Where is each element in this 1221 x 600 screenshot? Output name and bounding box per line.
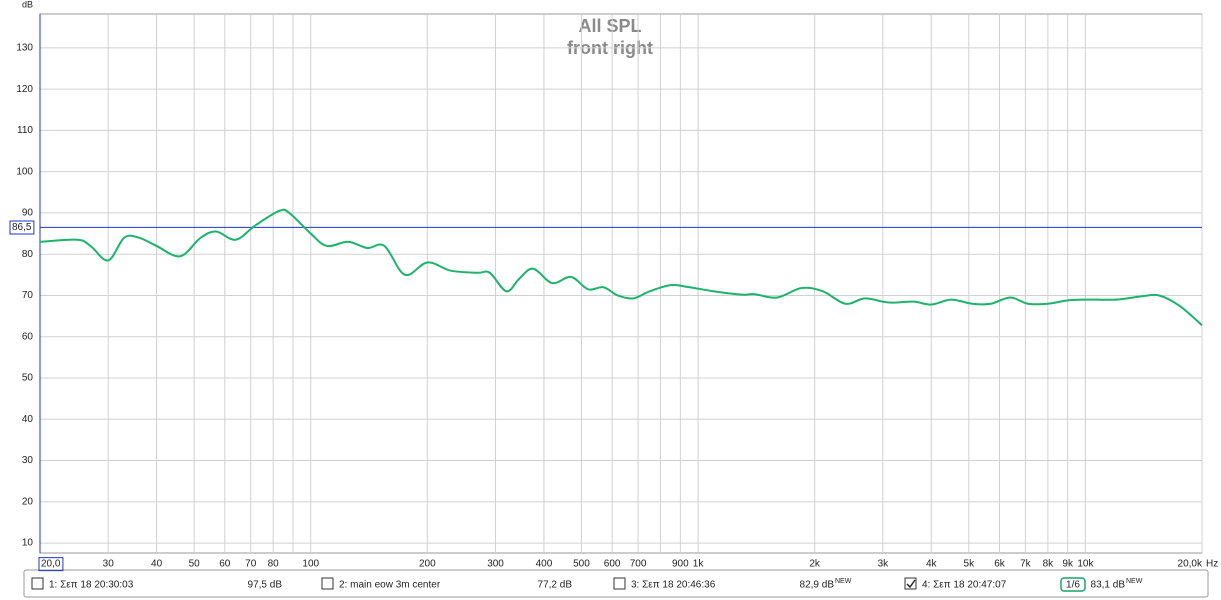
x-tick-label: 700 — [630, 559, 647, 570]
y-tick-label: 110 — [17, 125, 33, 136]
y-tick-label: 130 — [16, 42, 33, 53]
x-tick-label: 40 — [151, 559, 163, 570]
x-tick-label: 20,0 — [41, 559, 61, 570]
x-tick-label: 5k — [964, 559, 976, 570]
x-tick-label: 7k — [1020, 559, 1032, 570]
checkmark — [906, 579, 916, 589]
legend-value: 77,2 dB — [538, 580, 573, 591]
legend-value: 83,1 dB — [1091, 580, 1126, 591]
x-tick-label: 400 — [536, 559, 553, 570]
y-unit: dB — [22, 0, 33, 9]
x-tick-label: 600 — [604, 559, 621, 570]
y-tick-label: 30 — [22, 455, 34, 466]
chart-title: All SPL — [578, 16, 641, 36]
legend-new: NEW — [1126, 578, 1143, 585]
x-tick-label: 500 — [573, 559, 590, 570]
x-tick-label: 900 — [672, 559, 689, 570]
y-tick-label: 20 — [22, 496, 34, 507]
y-tick-label: 120 — [16, 84, 33, 95]
y-tick-label: 10 — [22, 538, 34, 549]
data-line — [39, 208, 1203, 326]
x-tick-label: 1k — [693, 559, 705, 570]
x-tick-label: 50 — [189, 559, 201, 570]
x-tick-label: 80 — [268, 559, 280, 570]
y-tick-label: 80 — [22, 249, 34, 260]
y-tick-label: 90 — [22, 208, 34, 219]
legend-new: NEW — [835, 578, 852, 585]
y-tick-label: 40 — [22, 414, 34, 425]
cursor-y-label: 86,5 — [12, 222, 32, 233]
cursor-y-box — [9, 220, 35, 235]
legend-checkbox[interactable] — [613, 577, 626, 590]
legend-label: 3: Σεπ 18 20:46:36 — [631, 580, 716, 591]
legend-checkbox[interactable] — [904, 577, 917, 590]
y-tick-label: 100 — [16, 166, 33, 177]
legend-checkbox[interactable] — [321, 577, 334, 590]
x-tick-label: 6k — [994, 559, 1006, 570]
plot-frame — [39, 13, 1203, 554]
legend-label: 4: Σεπ 18 20:47:07 — [922, 580, 1007, 591]
smoothing-label: 1/6 — [1066, 580, 1080, 591]
y-tick-label: 70 — [22, 290, 34, 301]
legend-value: 97,5 dB — [248, 580, 283, 591]
legend-value: 82,9 dB — [800, 580, 835, 591]
x-tick-label: 8k — [1043, 559, 1055, 570]
x-unit: Hz — [1206, 559, 1218, 570]
x-tick-label: 30 — [103, 559, 115, 570]
x-tick-label: 3k — [878, 559, 890, 570]
x-tick-label: 10k — [1077, 559, 1094, 570]
x-tick-label: 100 — [302, 559, 319, 570]
y-tick-label: 60 — [22, 331, 34, 342]
x-tick-label: 60 — [219, 559, 231, 570]
legend-checkbox[interactable] — [31, 577, 44, 590]
x-tick-label: 9k — [1062, 559, 1074, 570]
smoothing-box — [1060, 577, 1086, 592]
y-tick-label: 50 — [22, 373, 34, 384]
x-tick-label: 70 — [245, 559, 257, 570]
legend-label: 2: main eow 3m center — [339, 580, 441, 591]
legend-label: 1: Σεπ 18 20:30:03 — [49, 580, 134, 591]
x-tick-label: 20,0k — [1178, 559, 1203, 570]
x-tick-label: 2k — [809, 559, 821, 570]
x-tick-label: 300 — [487, 559, 504, 570]
cursor-x-box — [38, 557, 64, 572]
x-tick-label: 200 — [419, 559, 436, 570]
x-tick-label: 4k — [926, 559, 938, 570]
